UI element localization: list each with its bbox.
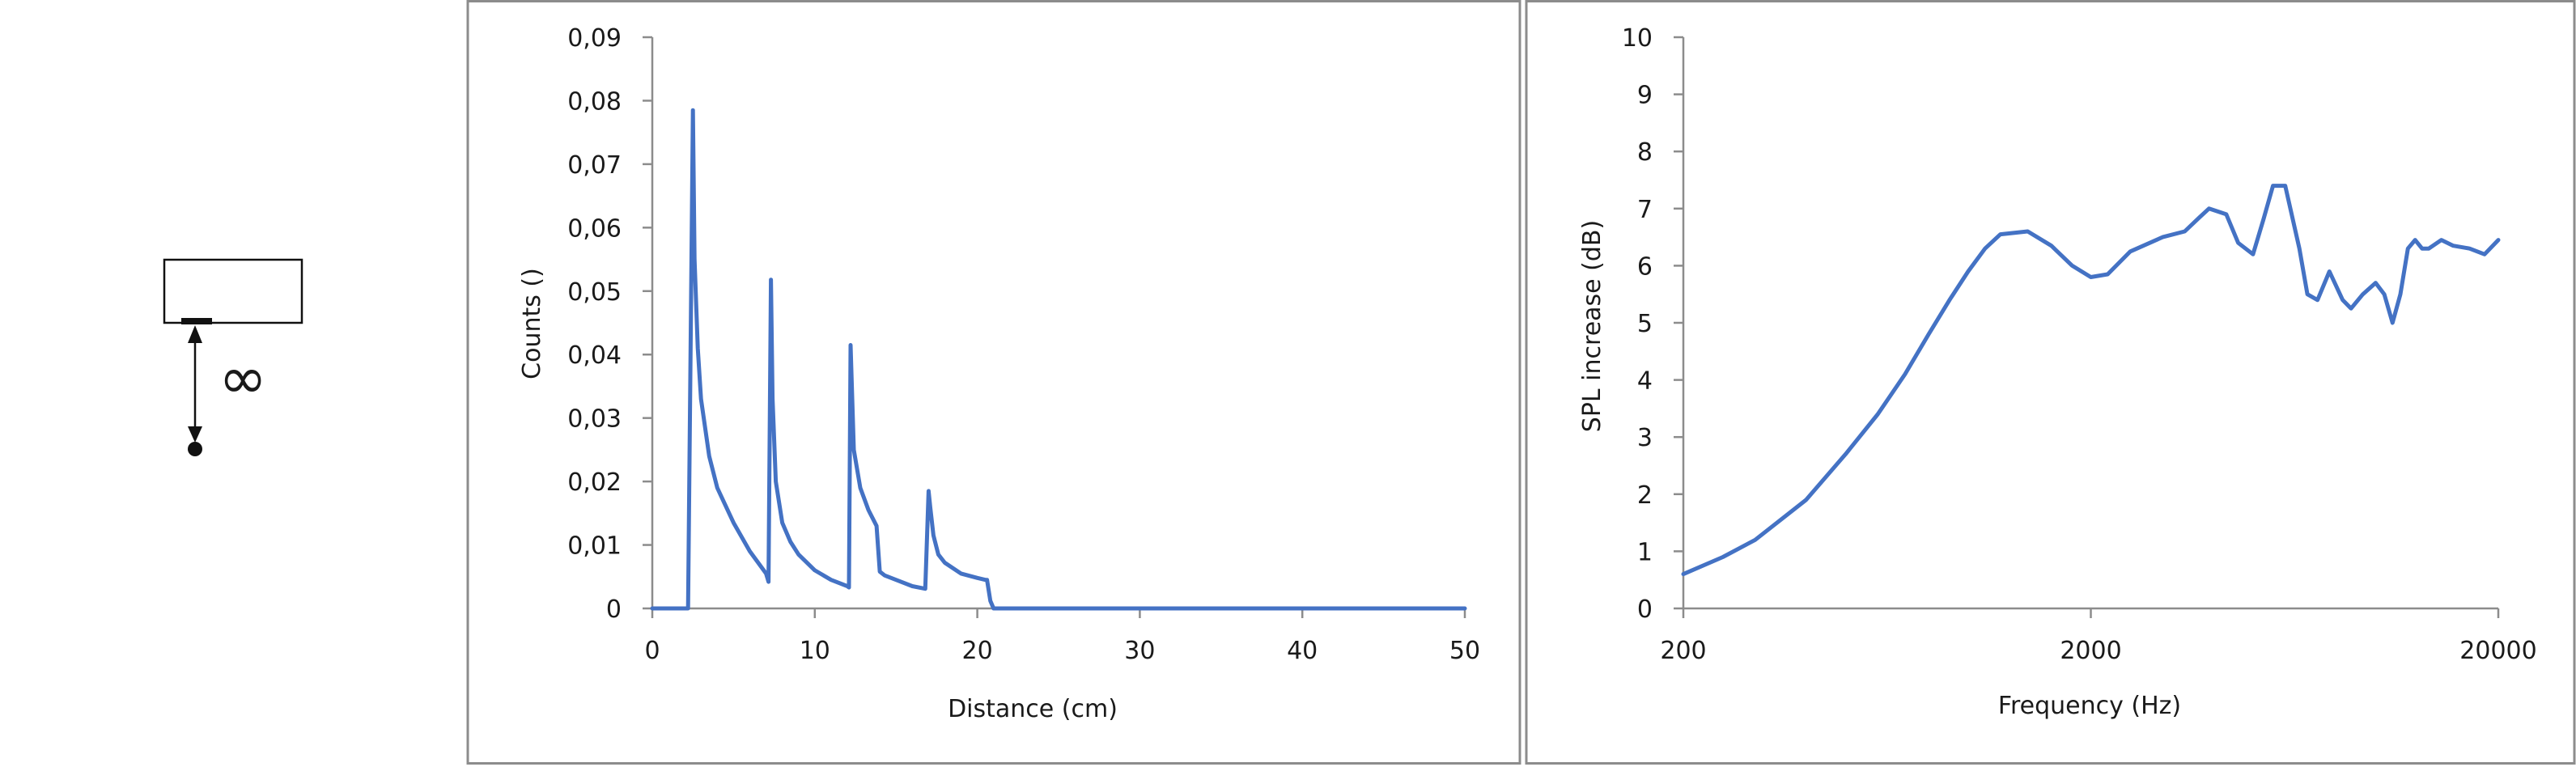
y-tick-label: 0,08 xyxy=(567,87,622,116)
y-tick-label: 0,09 xyxy=(567,24,622,53)
data-series-line xyxy=(650,108,1467,611)
data-series-line xyxy=(1681,184,2501,577)
chart-distance-counts: 0 0,01 0,02 0,03 0,04 0,05 0,06 0,07 0,08 0,09 0 1… xyxy=(466,0,1521,765)
y-tick-label: 10 xyxy=(1622,24,1653,53)
y-tick-label: 6 xyxy=(1637,252,1653,281)
chart-1-frame xyxy=(466,0,1521,765)
x-tick-label: 20000 xyxy=(2459,637,2536,665)
y-tick-label: 0,02 xyxy=(567,468,622,497)
y-tick-label: 0,05 xyxy=(567,278,622,307)
listener-point-icon xyxy=(188,442,202,456)
chart-1-y-axis-label: Counts () xyxy=(518,268,546,379)
y-tick-label: 2 xyxy=(1637,481,1653,510)
chart-frequency-spl: 0 1 2 3 4 5 6 7 8 9 10 200 2000 20000 Frequency (Hz)… xyxy=(1525,0,2576,765)
y-tick-label: 5 xyxy=(1637,310,1653,338)
y-tick-label: 0,03 xyxy=(567,405,622,434)
source-box xyxy=(163,258,303,324)
arrow-head-down-icon xyxy=(188,426,202,443)
x-tick-label: 0 xyxy=(644,637,660,665)
y-tick-label: 1 xyxy=(1637,538,1653,566)
y-tick-label: 7 xyxy=(1637,196,1653,224)
chart-2-x-axis: 200 2000 20000 xyxy=(1660,607,2537,665)
y-tick-label: 0,01 xyxy=(567,532,622,561)
chart-1-y-axis: 0 0,01 0,02 0,03 0,04 0,05 0,06 0,07 0,08 0,09 xyxy=(567,24,654,624)
y-tick-label: 0,07 xyxy=(567,151,622,180)
y-tick-label: 8 xyxy=(1637,138,1653,167)
infinity-symbol: ∞ xyxy=(219,344,267,412)
x-tick-label: 40 xyxy=(1287,637,1318,665)
arrow-head-up-icon xyxy=(188,325,202,343)
chart-2-y-axis: 0 1 2 3 4 5 6 7 8 9 10 xyxy=(1622,24,1685,624)
x-tick-label: 30 xyxy=(1124,637,1155,665)
chart-2-x-axis-label: Frequency (Hz) xyxy=(1998,692,2181,720)
y-tick-label: 0 xyxy=(606,595,622,624)
schematic: ∞ xyxy=(163,258,303,456)
y-tick-label: 4 xyxy=(1637,367,1653,396)
chart-2-frame xyxy=(1525,0,2576,765)
chart-2-y-axis-label: SPL increase (dB) xyxy=(1578,220,1606,432)
x-tick-label: 50 xyxy=(1449,637,1480,665)
x-tick-label: 200 xyxy=(1660,637,1706,665)
chart-1-plot-area xyxy=(650,108,1467,611)
y-tick-label: 0 xyxy=(1637,595,1653,624)
chart-1-x-axis-label: Distance (cm) xyxy=(948,695,1118,723)
chart-2-plot-area xyxy=(1681,184,2501,577)
x-tick-label: 20 xyxy=(962,637,993,665)
x-tick-label: 2000 xyxy=(2060,637,2121,665)
y-tick-label: 0,06 xyxy=(567,214,622,243)
y-tick-label: 9 xyxy=(1637,82,1653,110)
x-tick-label: 10 xyxy=(800,637,830,665)
y-tick-label: 3 xyxy=(1637,424,1653,452)
y-tick-label: 0,04 xyxy=(567,341,622,370)
